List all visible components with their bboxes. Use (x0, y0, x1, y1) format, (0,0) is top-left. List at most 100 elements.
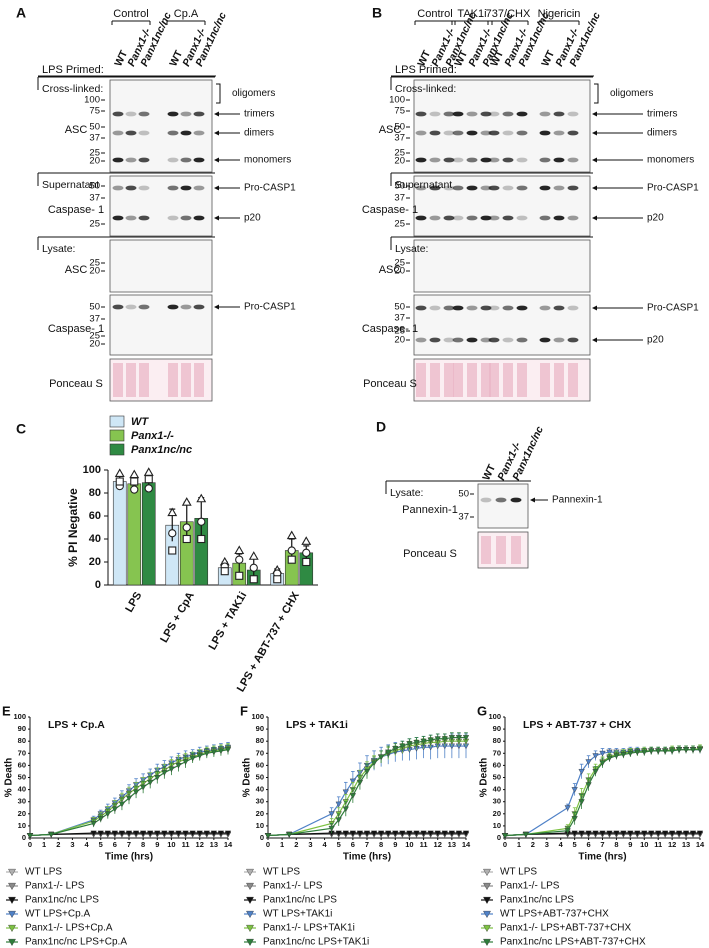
blot-band (112, 304, 124, 310)
data-point (234, 545, 245, 555)
ponceau-stripe (511, 536, 521, 564)
bar (112, 481, 127, 586)
arrow-head (214, 185, 219, 191)
arrow-head (530, 497, 535, 503)
blot-band (180, 130, 192, 136)
arrow-head (592, 305, 597, 311)
data-point (564, 828, 571, 834)
marker-label: 50 (394, 302, 405, 313)
blot-band (516, 215, 528, 221)
bar (141, 482, 156, 586)
x-tick-label: 8 (614, 840, 618, 849)
y-tick-label: 0 (497, 833, 501, 842)
blot-band (180, 111, 192, 117)
data-point (675, 830, 683, 837)
data-point (189, 755, 196, 762)
marker-label: 37 (89, 133, 100, 144)
blot-band (480, 497, 492, 503)
y-tick-label: 60 (18, 760, 26, 769)
y-tick-label: 60 (493, 760, 501, 769)
arrow-head (592, 215, 597, 221)
legend-marker (246, 924, 254, 933)
bracket (216, 83, 221, 104)
data-point (385, 830, 392, 837)
data-point (249, 575, 258, 584)
marker-label: 20 (89, 156, 100, 167)
legend-marker (8, 924, 16, 933)
blot-band (193, 185, 205, 191)
series-line (267, 745, 466, 837)
marker-label: 75 (89, 106, 100, 117)
data-point (349, 830, 356, 837)
x-tick-label: LPS (123, 590, 144, 615)
band-label: p20 (647, 213, 664, 224)
data-point (181, 497, 192, 506)
data-point (627, 830, 634, 837)
blot-band (539, 157, 551, 163)
bar (127, 483, 142, 586)
blot-band (193, 157, 205, 163)
data-point (182, 523, 191, 532)
data-point (606, 755, 613, 762)
data-point (144, 475, 153, 484)
bracket (594, 83, 599, 104)
blot-band (480, 215, 492, 221)
blot-band (443, 305, 455, 311)
legend-marker (8, 882, 16, 891)
blot-band (138, 157, 150, 163)
data-point (286, 831, 293, 838)
y-tick-label: 30 (18, 797, 26, 806)
legend-marker (246, 868, 254, 877)
blot-image (477, 483, 529, 529)
x-tick-label: 11 (182, 840, 190, 849)
legend-label: Panx1-/- LPS+ABT-737+CHX (500, 923, 632, 934)
legend-label: Panx1nc/nc LPS (263, 895, 337, 906)
blot-band (180, 185, 192, 191)
blot-band (495, 497, 507, 503)
x-tick-label: 12 (196, 840, 204, 849)
data-point (592, 769, 599, 775)
data-point (385, 749, 392, 756)
data-point (130, 485, 139, 494)
chart-title: LPS + ABT-737 + CHX (523, 719, 631, 731)
data-point (287, 555, 296, 564)
marker-label: 50 (89, 122, 100, 133)
legend-label: Panx1nc/nc LPS (500, 895, 574, 906)
ponceau-stripe (481, 363, 491, 397)
data-point (620, 830, 627, 837)
series-line (29, 747, 229, 837)
data-point (111, 830, 118, 837)
data-point (522, 831, 530, 838)
data-point (342, 830, 349, 837)
y-tick-label: 70 (18, 748, 26, 757)
data-point (132, 830, 140, 837)
data-point (189, 830, 196, 837)
marker-label: 37 (89, 314, 100, 325)
data-point (161, 830, 168, 837)
blot-image (109, 239, 213, 293)
blot-band (138, 130, 150, 136)
section-title: Cross-linked: (42, 83, 103, 95)
data-point (689, 830, 697, 837)
data-point (154, 775, 161, 781)
blot-band (193, 304, 205, 310)
data-point (406, 830, 413, 837)
legend-marker (8, 896, 16, 905)
data-point (599, 760, 606, 767)
x-tick-label: 6 (351, 840, 355, 849)
data-point (662, 830, 669, 837)
blot-band (112, 130, 124, 136)
protein-label: Caspase- 1 (48, 323, 104, 335)
legend-label: Panx1-/- LPS+TAK1i (263, 923, 355, 934)
data-point (335, 830, 342, 837)
marker-label: 50 (89, 302, 100, 313)
blot-band (138, 215, 150, 221)
x-tick-label: 1 (517, 840, 521, 849)
marker-label: 20 (394, 335, 405, 346)
data-point (273, 575, 282, 584)
blot-band (415, 157, 427, 163)
blot-band (193, 130, 205, 136)
data-point (287, 546, 296, 555)
data-point (168, 766, 175, 773)
series-line (504, 833, 700, 837)
